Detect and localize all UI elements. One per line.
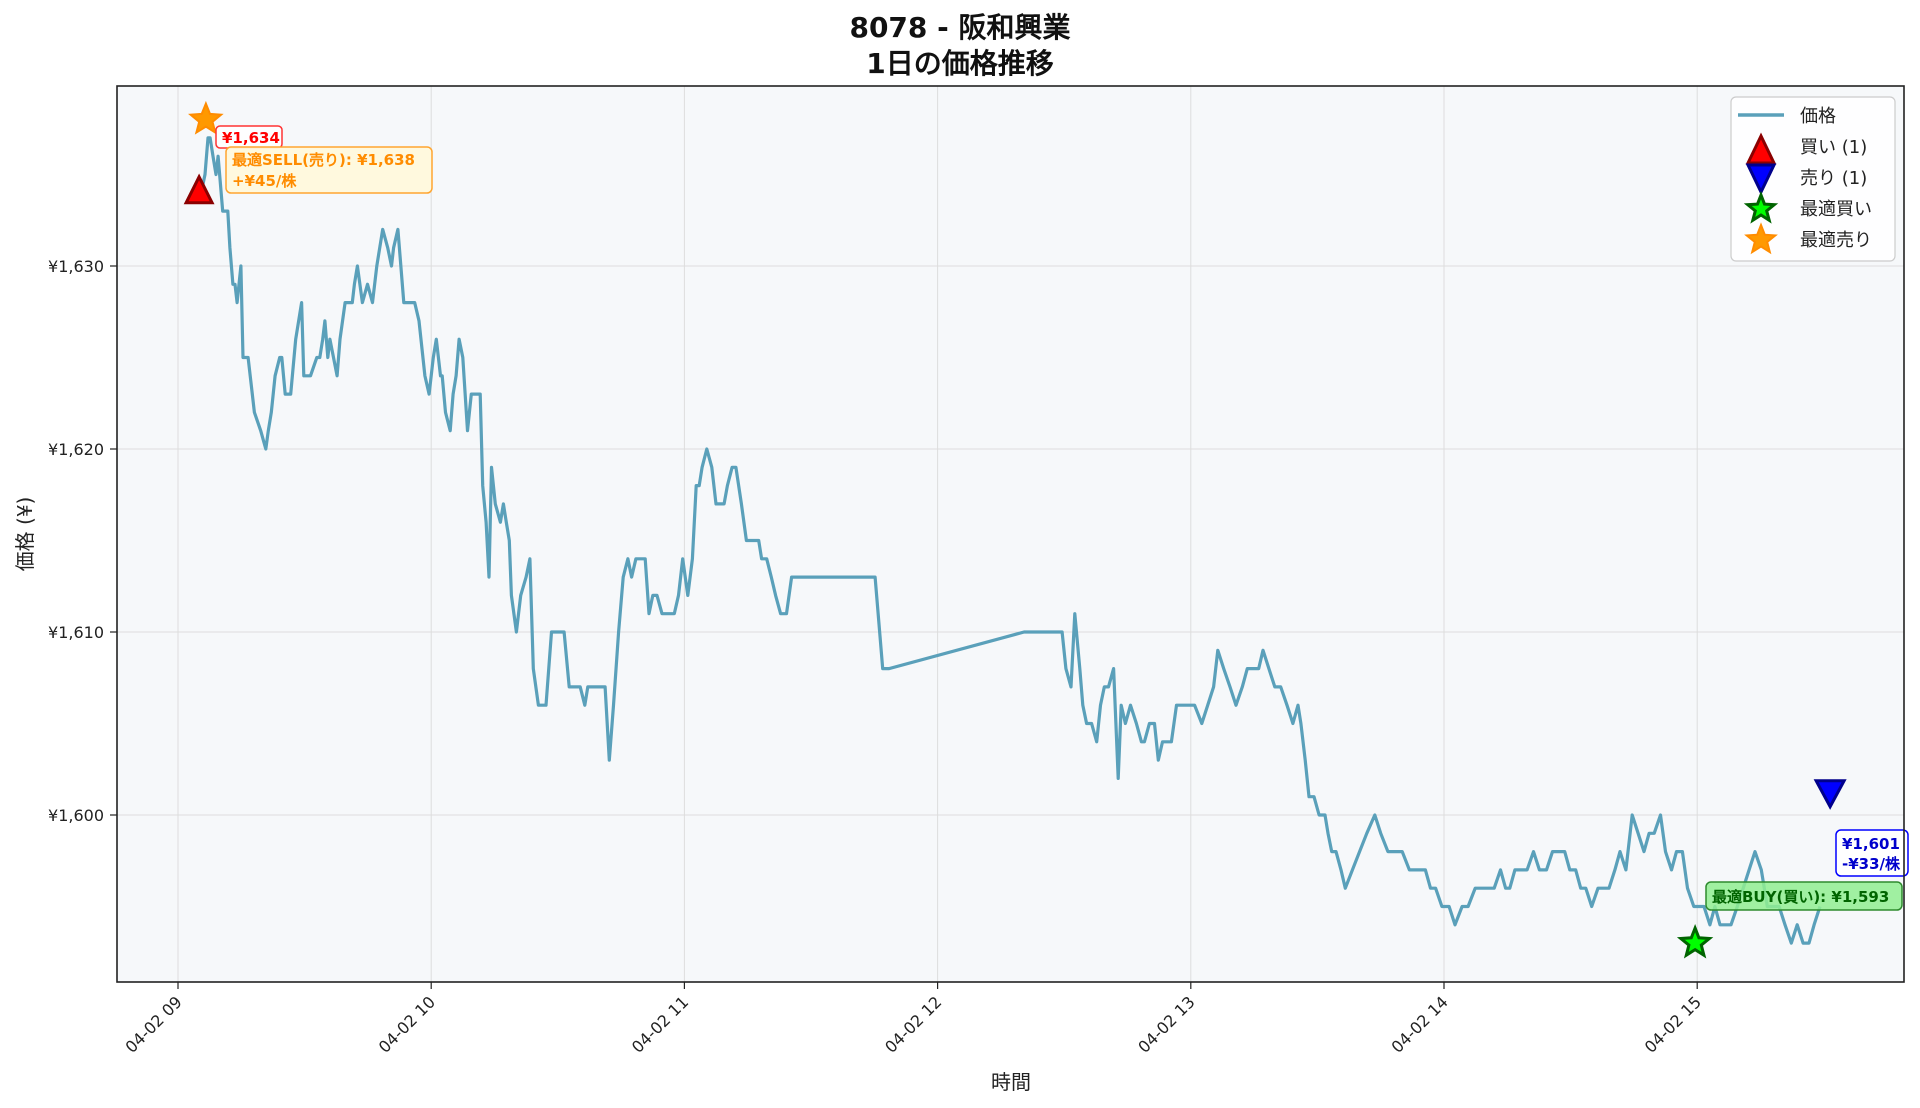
best-sell-text-line1: 最適SELL(売り): ¥1,638 [232, 151, 415, 169]
y-tick-label: ¥1,630 [48, 257, 104, 276]
price-series-line [197, 136, 1822, 945]
x-tick-label: 04-02 11 [628, 992, 692, 1056]
price-line-layer [197, 136, 1822, 945]
y-axis-label: 価格 (¥) [13, 497, 37, 572]
legend-label-buy: 買い (1) [1800, 137, 1867, 158]
legend-label-best-buy: 最適買い [1800, 199, 1872, 220]
plot-frame [116, 85, 1905, 983]
legend-label-price: 価格 [1800, 106, 1836, 127]
plot-area [117, 86, 1904, 982]
x-tick-label: 04-02 15 [1641, 992, 1705, 1056]
annotations-layer: ¥1,634 最適SELL(売り): ¥1,638 +¥45/株 ¥1,601 … [215, 125, 1909, 911]
legend-best-buy-star-icon [1743, 190, 1779, 224]
best-sell-annotation: 最適SELL(売り): ¥1,638 +¥45/株 [225, 146, 433, 194]
legend-label-best-sell: 最適売り [1800, 230, 1872, 251]
sell-price-annotation: ¥1,601 -¥33/株 [1835, 829, 1909, 877]
best-buy-star-icon [1676, 923, 1714, 959]
best-sell-text-line2: +¥45/株 [232, 172, 297, 190]
x-tick-label: 04-02 10 [375, 992, 439, 1056]
legend-sell-triangle-icon [1745, 163, 1777, 196]
sell-text-line2: -¥33/株 [1842, 855, 1901, 873]
x-tick-label: 04-02 13 [1134, 992, 1198, 1056]
x-tick-label: 04-02 14 [1388, 992, 1452, 1056]
y-tick-label: ¥1,620 [48, 440, 104, 459]
legend-buy-triangle-icon [1745, 132, 1777, 165]
sell-marker-triangle-icon [1813, 779, 1847, 810]
buy-price-text: ¥1,634 [222, 129, 280, 147]
y-tick-label: ¥1,600 [48, 806, 104, 825]
grid-lines [117, 86, 1904, 982]
legend-label-sell: 売り (1) [1800, 168, 1867, 189]
best-buy-annotation: 最適BUY(買い): ¥1,593 [1705, 881, 1903, 911]
best-buy-text: 最適BUY(買い): ¥1,593 [1712, 888, 1889, 906]
chart-legend: 価格 買い (1) 売り (1) 最適買い 最適売り [1730, 96, 1896, 262]
best-sell-star-icon [188, 100, 224, 135]
x-tick-label: 04-02 09 [122, 992, 186, 1056]
chart-title-line2: 1日の価格推移 [866, 47, 1054, 80]
x-axis-label: 時間 [991, 1070, 1031, 1094]
markers-layer [183, 100, 1847, 959]
y-tick-label: ¥1,610 [48, 623, 104, 642]
buy-price-annotation: ¥1,634 [215, 125, 283, 149]
legend-best-sell-star-icon [1744, 222, 1778, 255]
x-tick-label: 04-02 12 [881, 992, 945, 1056]
chart-title-line1: 8078 - 阪和興業 [849, 11, 1071, 44]
sell-text-line1: ¥1,601 [1842, 835, 1900, 853]
buy-marker-triangle-icon [183, 173, 215, 205]
